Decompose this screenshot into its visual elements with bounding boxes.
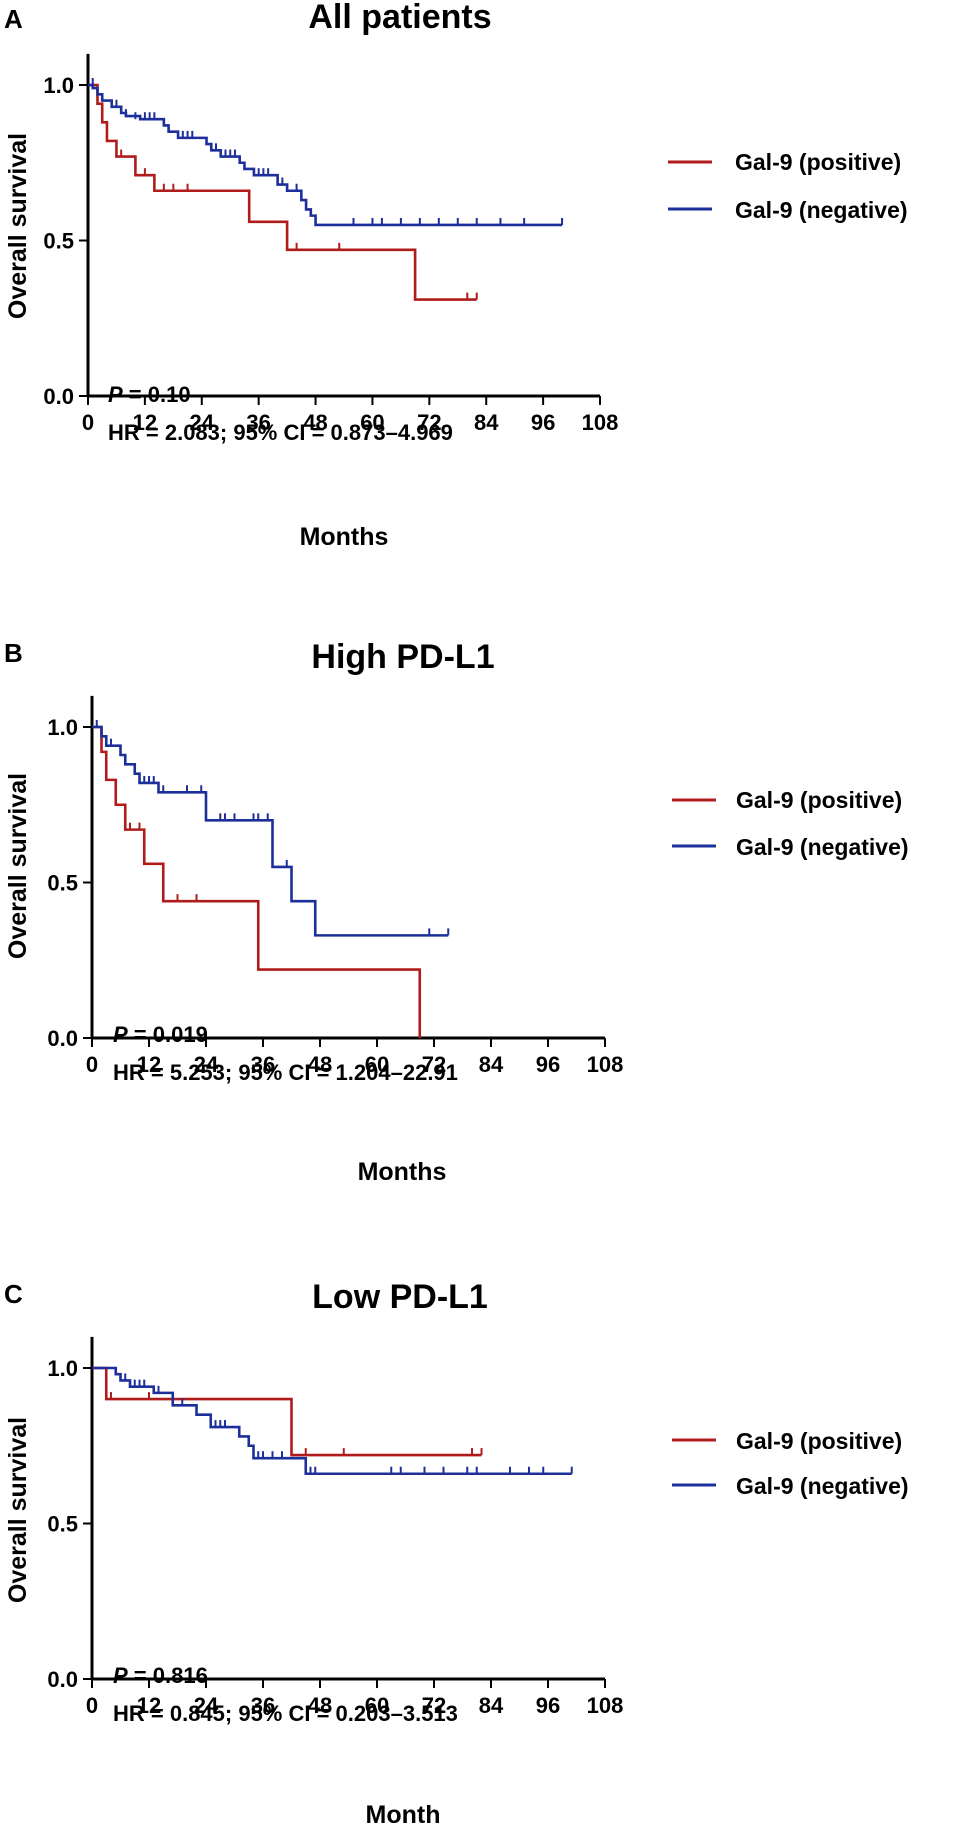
hazard-ratio: HR = 0.845; 95% CI = 0.203–3.513 [113,1701,458,1726]
chart-title: All patients [308,0,491,36]
x-tick-label: 60 [365,1052,389,1077]
x-tick-label: 36 [246,410,270,435]
plot-area: 0 12 24 36 48 60 72 84 96 108 0.0 0.5 1.0 [43,53,619,435]
km-curve-negative [92,725,449,937]
legend-label-positive: Gal-9 (positive) [736,1428,902,1454]
panel-c: C Low PD-L1 Overall survival Month P = 0… [4,1278,909,1827]
chart-title: Low PD-L1 [312,1278,488,1316]
x-tick-label: 84 [474,410,499,435]
panel-letter: C [4,1279,23,1309]
x-tick-label: 96 [531,410,555,435]
x-axis-label: Month [366,1801,441,1827]
p-value: P = 0.019 [113,1022,208,1047]
legend: Gal-9 (positive) Gal-9 (negative) [668,149,908,223]
legend-label-negative: Gal-9 (negative) [735,197,908,223]
x-tick-label: 84 [479,1693,504,1718]
plot-area: 0 12 24 36 48 60 72 84 96 108 0.0 0.5 1.0 [47,1336,624,1718]
plot-area: 0 12 24 36 48 60 72 84 96 108 0.0 0.5 1.0 [47,695,624,1077]
x-tick-label: 36 [251,1052,275,1077]
y-tick-label: 0.0 [43,384,74,409]
legend-label-negative: Gal-9 (negative) [736,1473,909,1499]
y-axis-label: Overall survival [4,133,32,319]
y-tick-label: 0.5 [47,1512,78,1537]
legend-label-positive: Gal-9 (positive) [735,149,901,175]
chart-title: High PD-L1 [311,638,494,676]
panel-letter: A [4,4,23,34]
x-axis-label: Months [300,523,389,551]
x-tick-label: 96 [536,1052,560,1077]
km-curve-positive [88,83,477,301]
x-tick-label: 84 [479,1052,504,1077]
x-tick-label: 48 [308,1052,332,1077]
x-tick-label: 96 [536,1693,560,1718]
panel-letter: B [4,638,23,668]
panel-a: A All patients Overall survival Months P… [4,0,908,551]
legend: Gal-9 (positive) Gal-9 (negative) [672,1428,909,1499]
x-tick-label: 24 [194,1052,219,1077]
x-tick-label: 108 [587,1052,624,1077]
x-tick-label: 60 [365,1693,389,1718]
km-curve-positive [92,1366,482,1457]
x-tick-label: 72 [422,1052,446,1077]
panel-b: B High PD-L1 Overall survival Months P =… [4,638,909,1186]
y-tick-label: 1.0 [43,73,74,98]
y-tick-label: 0.5 [47,871,78,896]
legend-label-positive: Gal-9 (positive) [736,787,902,813]
x-tick-label: 12 [133,410,157,435]
x-tick-label: 24 [194,1693,219,1718]
y-tick-label: 1.0 [47,1356,78,1381]
km-curve-positive [92,725,422,1038]
x-tick-label: 108 [582,410,619,435]
y-axis-label: Overall survival [4,1417,32,1603]
hazard-ratio: HR = 5.253; 95% CI = 1.204–22.91 [113,1060,458,1085]
x-tick-label: 0 [86,1693,98,1718]
y-tick-label: 0.0 [47,1026,78,1051]
x-tick-label: 48 [308,1693,332,1718]
km-curve-negative [88,83,563,227]
legend-label-negative: Gal-9 (negative) [736,834,909,860]
x-axis-label: Months [358,1158,447,1186]
x-tick-label: 108 [587,1693,624,1718]
x-tick-label: 48 [303,410,327,435]
x-tick-label: 12 [137,1693,161,1718]
hazard-ratio: HR = 2.083; 95% CI = 0.873–4.969 [108,420,453,445]
km-curve-negative [92,1366,572,1476]
legend: Gal-9 (positive) Gal-9 (negative) [672,787,909,860]
x-tick-label: 24 [190,410,215,435]
x-tick-label: 72 [417,410,441,435]
x-tick-label: 60 [360,410,384,435]
p-value: P = 0.816 [113,1663,208,1688]
x-tick-label: 12 [137,1052,161,1077]
y-tick-label: 1.0 [47,715,78,740]
x-tick-label: 72 [422,1693,446,1718]
y-tick-label: 0.0 [47,1667,78,1692]
x-tick-label: 36 [251,1693,275,1718]
y-axis-label: Overall survival [4,773,32,959]
y-tick-label: 0.5 [43,229,74,254]
x-tick-label: 0 [86,1052,98,1077]
x-tick-label: 0 [82,410,94,435]
